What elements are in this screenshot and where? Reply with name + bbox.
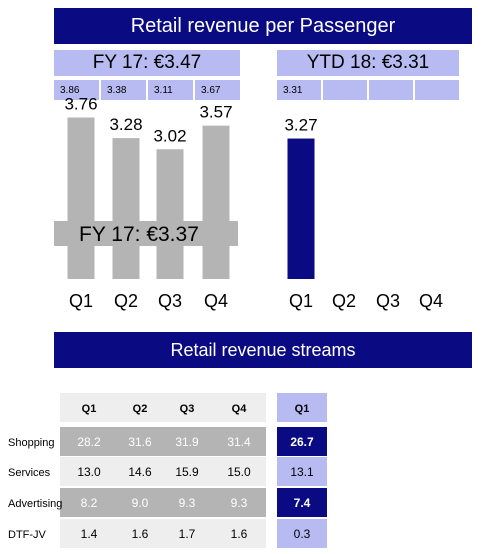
bar-q4-fy17: [202, 125, 230, 279]
table-row-label: Services: [8, 467, 51, 479]
fy17-value-q1: 3.86: [54, 80, 99, 100]
table-cell-value: 9.3: [231, 496, 248, 510]
data-label: 3.28: [109, 115, 142, 134]
table-header-row: [60, 393, 266, 422]
ytd18-value-q4: [415, 80, 459, 100]
revenue-per-passenger-banner: Retail revenue per Passenger: [54, 8, 472, 44]
table-row: [60, 427, 266, 456]
table-cell-value: 28.2: [77, 435, 101, 449]
table-cell-value: 31.9: [175, 435, 199, 449]
fy17-header: FY 17: €3.47: [54, 50, 240, 76]
table-cell-value: 9.3: [179, 496, 196, 510]
fy17-value-text: 3.11: [154, 84, 173, 96]
quarterly-bar-chart: 3.76 3.28 3.02 3.57 3.27 FY 17: €3.37 Q1 Q2 Q3 Q4…: [54, 94, 443, 311]
table-cell-value: 8.2: [81, 496, 98, 510]
table-ytd-value: 0.3: [294, 527, 311, 541]
x-tick-label: Q2: [114, 291, 138, 311]
table-ytd-value: 7.4: [294, 496, 311, 510]
table-cell-value: 15.9: [175, 465, 199, 479]
table-column-header: Q4: [232, 403, 248, 415]
ytd18-value-q1: 3.31: [277, 80, 321, 100]
ytd18-value-q3: [369, 80, 413, 100]
streams-banner-title: Retail revenue streams: [170, 339, 356, 360]
fy17-value-q3: 3.11: [148, 80, 193, 100]
table-row: [60, 457, 266, 486]
banner-title: Retail revenue per Passenger: [130, 14, 396, 37]
x-tick-label: Q2: [332, 291, 356, 311]
table-cell-value: 1.4: [81, 527, 98, 541]
x-tick-label: Q1: [289, 291, 313, 311]
table-cell-value: 31.6: [128, 435, 152, 449]
table-cell-value: 15.0: [227, 465, 251, 479]
data-label: 3.02: [153, 126, 186, 145]
table-row: [60, 519, 266, 548]
ytd18-header-text: YTD 18: €3.31: [306, 52, 430, 73]
table-cell-value: 31.4: [227, 435, 251, 449]
table-ytd-cell: [277, 457, 327, 486]
table-ytd-cell: [277, 427, 327, 456]
ytd18-value-q2: [323, 80, 367, 100]
table-cell-value: 9.0: [132, 496, 149, 510]
ytd18-value-text: 3.31: [283, 84, 303, 96]
table-cell-value: 1.6: [132, 527, 149, 541]
revenue-streams-table: Q1 Q2 Q3 Q4 Q1 Shopping 28.2 31.6 31.9 31.4 26.7 Se…: [8, 393, 327, 548]
data-label: 3.57: [199, 103, 232, 122]
table-row-label: Shopping: [8, 437, 55, 449]
table-cell-value: 14.6: [128, 465, 152, 479]
ytd18-header: YTD 18: €3.31: [277, 50, 459, 76]
bar-q3-fy17: [156, 149, 184, 279]
table-row-label: DTF-JV: [8, 529, 47, 541]
fy17-overlay-band: [54, 221, 238, 246]
table-row: [60, 488, 266, 517]
table-cell-value: 13.0: [77, 465, 101, 479]
x-tick-label: Q3: [376, 291, 400, 311]
x-tick-label: Q4: [204, 291, 228, 311]
fy17-value-text: 3.38: [107, 84, 127, 96]
fy17-value-text: 3.67: [201, 84, 221, 96]
data-label: 3.76: [64, 94, 97, 113]
table-ytd-column-header: Q1: [295, 403, 310, 415]
bar-q1-ytd18: [287, 138, 315, 279]
bar-q1-fy17: [67, 117, 95, 279]
table-row-label: Advertising: [8, 498, 62, 510]
fy17-value-text: 3.86: [60, 84, 80, 96]
table-ytd-value: 26.7: [290, 435, 314, 449]
table-ytd-value: 13.1: [290, 465, 314, 479]
x-tick-label: Q3: [158, 291, 182, 311]
fy17-value-q2: 3.38: [101, 80, 146, 100]
fy17-overlay-label: FY 17: €3.37: [79, 223, 199, 246]
bar-q2-fy17: [112, 138, 140, 279]
table-column-header: Q2: [133, 403, 148, 415]
table-ytd-cell: [277, 519, 327, 548]
table-ytd-header-cell: [277, 393, 327, 422]
table-cell-value: 1.6: [231, 527, 248, 541]
table-cell-value: 1.7: [179, 527, 196, 541]
data-label: 3.27: [284, 116, 317, 135]
table-column-header: Q3: [180, 403, 195, 415]
x-tick-label: Q4: [419, 291, 443, 311]
x-tick-label: Q1: [69, 291, 93, 311]
revenue-streams-banner: Retail revenue streams: [54, 332, 472, 368]
fy17-header-text: FY 17: €3.47: [92, 52, 202, 73]
fy17-value-q4: 3.67: [195, 80, 240, 100]
table-ytd-cell: [277, 488, 327, 517]
table-column-header: Q1: [82, 403, 97, 415]
